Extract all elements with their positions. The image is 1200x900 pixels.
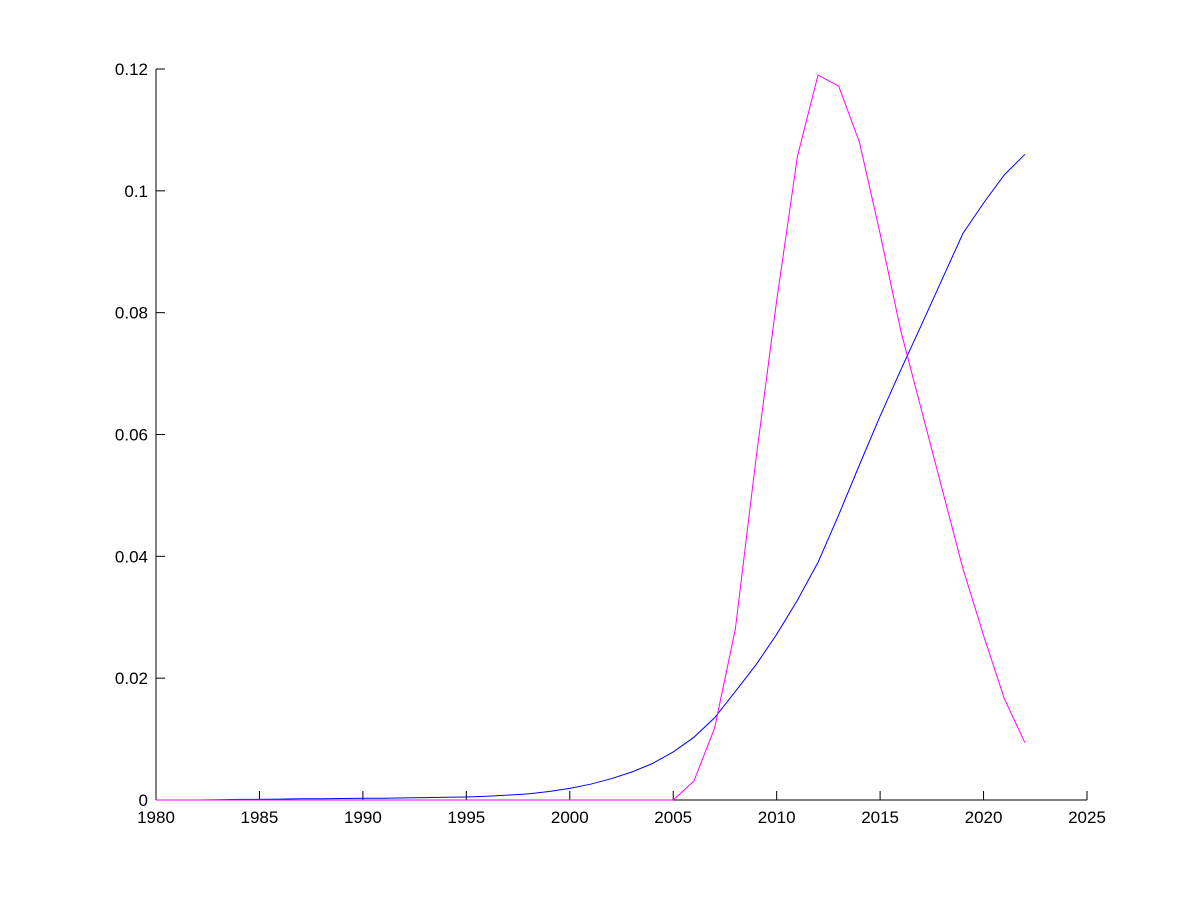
x-tick-label: 1995 <box>447 808 485 827</box>
y-tick-label: 0.12 <box>115 60 148 79</box>
series-line-1 <box>156 74 1026 801</box>
x-tick-label: 1990 <box>344 808 382 827</box>
y-tick-label: 0.1 <box>124 182 148 201</box>
series-lines <box>156 74 1026 801</box>
x-tick-label: 2020 <box>965 808 1003 827</box>
x-tick-label: 2015 <box>861 808 899 827</box>
y-tick-label: 0.02 <box>115 669 148 688</box>
x-tick-label: 2010 <box>758 808 796 827</box>
x-tick-label: 2025 <box>1068 808 1106 827</box>
x-tick-label: 1980 <box>137 808 175 827</box>
y-tick-label: 0 <box>139 791 148 810</box>
series-line-0 <box>156 153 1026 801</box>
x-tick-label: 1985 <box>241 808 279 827</box>
x-tick-label: 2005 <box>654 808 692 827</box>
y-tick-label: 0.04 <box>115 547 148 566</box>
y-tick-label: 0.06 <box>115 426 148 445</box>
axes: 1980 1985 1990 1995 2000 2005 2010 2015 2020 2025… <box>115 60 1106 827</box>
x-tick-label: 2000 <box>551 808 589 827</box>
y-tick-label: 0.08 <box>115 304 148 323</box>
